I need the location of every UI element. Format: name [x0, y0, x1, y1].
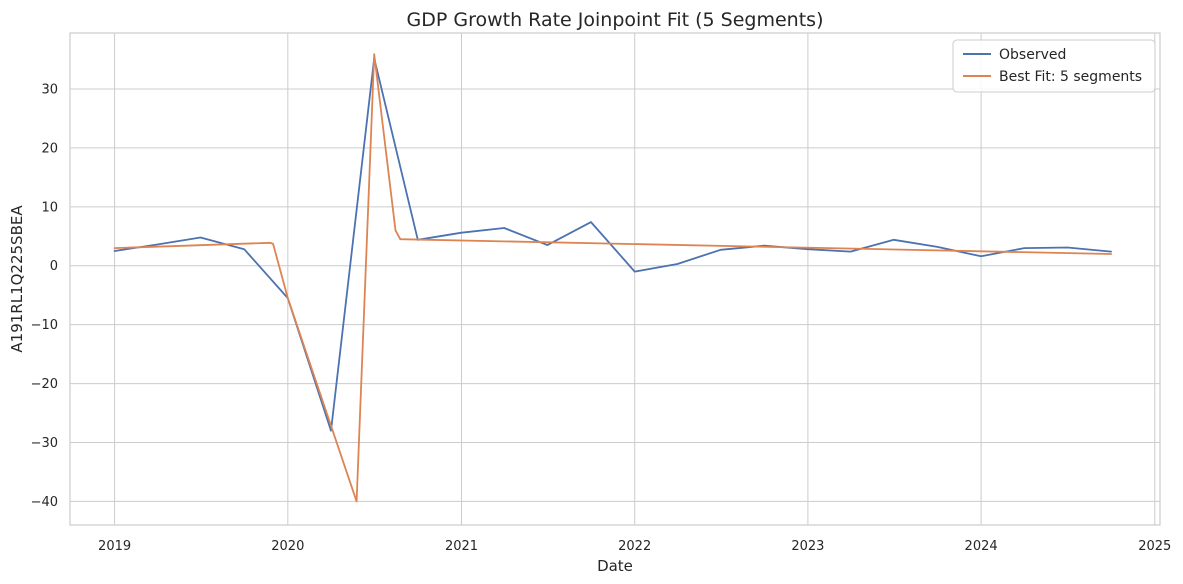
y-tick-label: 10 [41, 200, 58, 215]
y-tick-label: 30 [41, 82, 58, 97]
y-tick-label: 20 [41, 141, 58, 156]
y-tick-label: 0 [50, 259, 58, 274]
x-tick-label: 2024 [965, 539, 998, 554]
y-tick-label: −20 [31, 377, 58, 392]
grid [70, 33, 1160, 525]
x-tick-labels: 2019 2020 2021 2022 2023 2024 2025 [98, 539, 1171, 554]
x-axis-label: Date [597, 557, 633, 575]
plot-frame [69, 32, 1161, 526]
legend-label-observed: Observed [999, 47, 1066, 63]
series-group [113, 53, 1112, 503]
y-tick-label: −10 [31, 318, 58, 333]
y-tick-labels: −40 −30 −20 −10 0 10 20 30 [31, 82, 58, 509]
x-tick-label: 2021 [445, 539, 478, 554]
legend: Observed Best Fit: 5 segments [952, 39, 1156, 93]
x-tick-label: 2020 [271, 539, 304, 554]
legend-box [952, 39, 1156, 93]
series-line-best-fit [113, 53, 1112, 503]
x-tick-label: 2019 [98, 539, 131, 554]
x-tick-label: 2022 [618, 539, 651, 554]
chart-title: GDP Growth Rate Joinpoint Fit (5 Segment… [407, 9, 824, 31]
y-axis-label: A191RL1Q225SBEA [8, 205, 26, 353]
legend-label-best-fit: Best Fit: 5 segments [999, 69, 1142, 85]
y-tick-label: −40 [31, 495, 58, 510]
x-tick-label: 2023 [791, 539, 824, 554]
x-tick-label: 2025 [1138, 539, 1171, 554]
series-line-observed [113, 57, 1112, 432]
y-tick-label: −30 [31, 436, 58, 451]
